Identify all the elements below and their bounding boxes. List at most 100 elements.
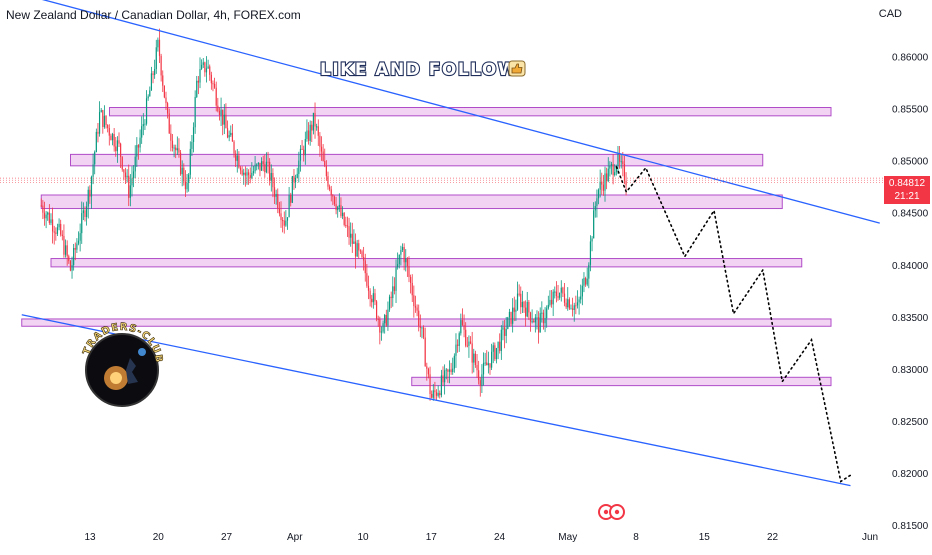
candle [474, 350, 477, 368]
candle-body [359, 250, 361, 252]
candle [254, 156, 256, 174]
candle-body [97, 131, 99, 134]
x-tick-label: 20 [153, 532, 165, 543]
candle-body [618, 154, 621, 162]
candle-body [539, 313, 541, 333]
candle [248, 169, 250, 185]
candle [612, 154, 614, 185]
candle [385, 309, 387, 327]
candle-body [468, 341, 470, 346]
candle-body [406, 258, 408, 267]
candle [623, 155, 626, 185]
candle-body [414, 306, 417, 308]
candle [432, 384, 434, 401]
candle [61, 230, 63, 241]
candle [484, 352, 486, 366]
candle-body [79, 233, 81, 241]
candle-body [534, 317, 536, 323]
candle [354, 233, 357, 269]
y-tick-label: 0.81500 [892, 521, 929, 532]
candle [507, 316, 509, 330]
candle-body [597, 189, 600, 199]
candle [456, 339, 459, 353]
candle [111, 132, 114, 146]
candle-body [306, 130, 308, 139]
trendline-upper [41, 0, 880, 224]
candle-body [623, 163, 626, 181]
candle [460, 313, 462, 336]
x-tick-label: 13 [84, 532, 96, 543]
candle [145, 90, 148, 126]
candle-body [460, 320, 462, 334]
candle-body [439, 393, 441, 396]
candle [176, 136, 178, 156]
candle-body [40, 205, 42, 207]
candle [471, 331, 473, 374]
candle-body [486, 362, 488, 366]
candle [81, 201, 83, 244]
candle-body [541, 312, 543, 314]
event-marker-icon[interactable] [598, 504, 625, 520]
candle-body [615, 166, 617, 173]
candle-body [466, 345, 468, 347]
candle-body [213, 83, 216, 88]
candle-body [537, 317, 540, 333]
candle [121, 156, 123, 172]
candle-body [421, 327, 423, 329]
candle-body [238, 155, 240, 168]
candle [126, 169, 128, 183]
x-axis[interactable]: 13 20 27 Apr 10 17 24 May 8 15 22 Jun [84, 532, 878, 543]
candle [589, 235, 592, 272]
candle [353, 229, 355, 244]
candle-body [210, 74, 212, 84]
candle [601, 172, 603, 195]
candle-body [259, 162, 261, 171]
candle-body [588, 264, 590, 279]
candle-body [371, 298, 373, 303]
candle-body [100, 110, 102, 113]
candle-body [325, 165, 327, 177]
candle-body [356, 243, 358, 257]
y-axis[interactable]: 0.86000 0.85500 0.85000 0.84500 0.84000 0.835… [892, 52, 929, 532]
candle [575, 295, 577, 315]
candle-body [155, 47, 157, 69]
candle [90, 175, 93, 209]
candle [429, 366, 431, 401]
candle-body [94, 152, 96, 165]
candle-body [374, 293, 376, 302]
candle [86, 201, 88, 226]
candle [269, 158, 271, 186]
candle [298, 151, 300, 183]
candle-body [568, 299, 570, 309]
candle [408, 256, 410, 283]
candle-body [111, 133, 114, 141]
candle-body [329, 186, 331, 190]
candle-body [382, 323, 384, 332]
candle [371, 294, 373, 308]
candle-body [361, 251, 363, 258]
candle [411, 274, 413, 302]
candle [317, 119, 319, 146]
candle-body [565, 302, 567, 308]
candle-body [437, 393, 439, 396]
candle-body [384, 314, 386, 324]
candle-body [254, 164, 256, 172]
candle-body [317, 126, 319, 136]
candle-body [395, 267, 397, 291]
candle [124, 167, 127, 185]
candle-body [149, 90, 151, 97]
candle [154, 59, 156, 79]
candle-body [552, 291, 554, 305]
candle-body [489, 363, 491, 368]
candle [272, 168, 274, 198]
bar-countdown: 21:21 [894, 191, 920, 202]
candle-body [481, 374, 483, 386]
candle-body [573, 305, 575, 310]
candle-body [576, 302, 579, 306]
candle-body [528, 301, 530, 313]
candle-body [473, 353, 475, 363]
candle-body [625, 180, 627, 186]
candle-body [162, 75, 164, 86]
